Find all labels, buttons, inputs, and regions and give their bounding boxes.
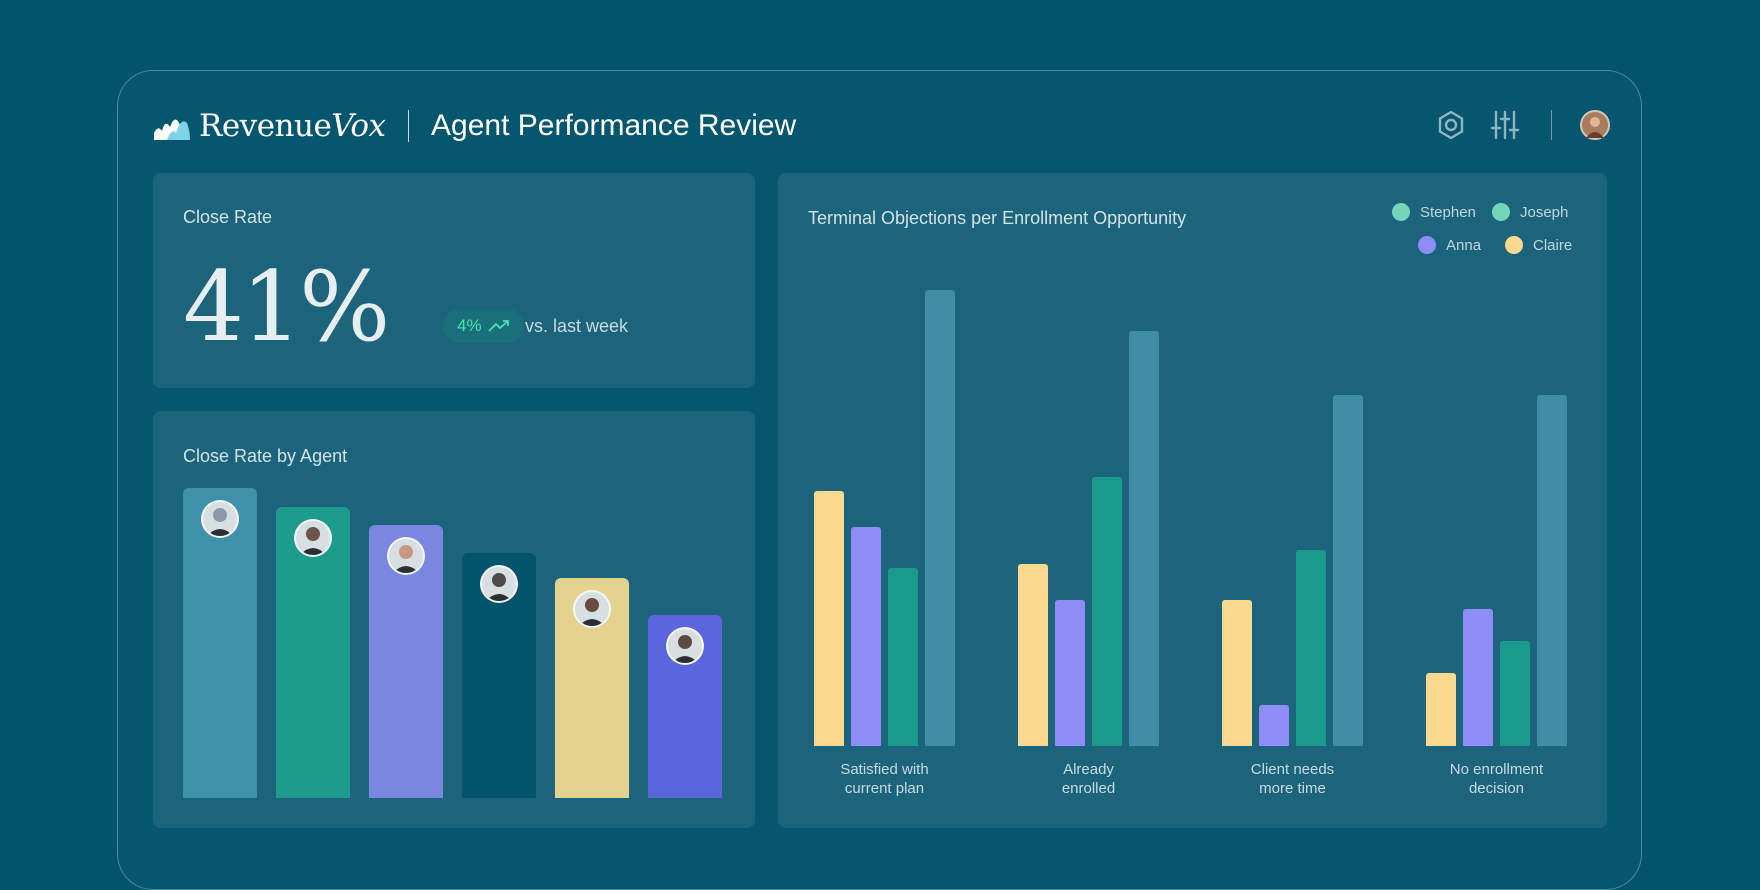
- objection-bar[interactable]: [851, 527, 881, 746]
- trend-up-icon: [487, 320, 509, 332]
- objection-bar[interactable]: [1500, 641, 1530, 746]
- sliders-icon[interactable]: [1489, 109, 1521, 141]
- agent-bar[interactable]: [462, 553, 536, 798]
- category-label: Client needs more time: [1208, 760, 1378, 798]
- category-label-line: Satisfied with: [840, 761, 929, 778]
- objection-bar[interactable]: [1537, 394, 1567, 746]
- legend-label: Anna: [1446, 236, 1482, 254]
- category-label-line: No enrollment: [1449, 761, 1544, 778]
- agent-bar[interactable]: [369, 525, 443, 798]
- legend-swatch: [1392, 203, 1410, 221]
- category-label-line: Already: [1063, 761, 1114, 778]
- category-label-line: Client needs: [1250, 761, 1335, 778]
- objection-bar[interactable]: [1018, 563, 1048, 746]
- user-avatar[interactable]: [1580, 110, 1610, 140]
- agent-avatar: [480, 565, 518, 604]
- category-label-line: enrolled: [1061, 780, 1116, 797]
- agent-avatar: [201, 500, 239, 538]
- agent-avatar: [666, 627, 704, 666]
- objection-bar[interactable]: [1333, 394, 1363, 746]
- change-badge: 4%: [443, 309, 524, 343]
- category-label: Satisfied with current plan: [800, 760, 970, 798]
- agent-avatar: [387, 537, 425, 576]
- objection-bar[interactable]: [1259, 704, 1289, 746]
- brand-name: RevenueVox: [199, 108, 386, 144]
- app-header: RevenueVox Agent Performance Review: [153, 104, 796, 148]
- legend-swatch: [1505, 236, 1523, 254]
- objections-card: Terminal Objections per Enrollment Oppor…: [778, 173, 1607, 828]
- category-label-line: current plan: [844, 780, 925, 797]
- category-label: No enrollment decision: [1412, 760, 1582, 798]
- legend-label: Stephen: [1420, 203, 1476, 221]
- header-actions-divider: [1550, 110, 1552, 140]
- agent-bar[interactable]: [183, 488, 257, 798]
- objection-bar[interactable]: [1463, 609, 1493, 746]
- legend-item: Anna: [1418, 236, 1481, 254]
- objection-bar[interactable]: [1129, 331, 1159, 746]
- agent-chart-title: Close Rate by Agent: [183, 446, 348, 466]
- agent-bar[interactable]: [555, 577, 629, 798]
- objection-bar[interactable]: [1222, 600, 1252, 746]
- objection-bar[interactable]: [814, 490, 844, 746]
- objection-bar[interactable]: [925, 290, 955, 746]
- agent-bar[interactable]: [648, 615, 722, 798]
- agent-bar[interactable]: [276, 506, 350, 798]
- legend-label: Joseph: [1520, 203, 1569, 221]
- legend-item: Claire: [1505, 236, 1572, 254]
- objection-bar[interactable]: [888, 568, 918, 746]
- category-label-line: more time: [1259, 780, 1326, 797]
- legend-item: Joseph: [1492, 203, 1568, 221]
- objections-title: Terminal Objections per Enrollment Oppor…: [808, 208, 1187, 228]
- legend-item: Stephen: [1392, 203, 1476, 221]
- agent-avatar: [573, 589, 611, 628]
- category-label-line: decision: [1468, 780, 1525, 797]
- legend-label: Claire: [1533, 236, 1573, 254]
- close-rate-value: 41%: [183, 251, 390, 363]
- change-value: 4%: [457, 316, 482, 335]
- close-rate-title: Close Rate: [183, 207, 273, 227]
- header-divider: [407, 110, 410, 142]
- close-rate-by-agent-card: Close Rate by Agent: [153, 411, 755, 828]
- close-rate-card: Close Rate 41% 4% vs. last week: [153, 173, 755, 388]
- objection-bar[interactable]: [1426, 673, 1456, 746]
- objection-bar[interactable]: [1055, 600, 1085, 746]
- agent-avatar: [294, 518, 332, 557]
- hexagon-settings-icon[interactable]: [1435, 109, 1467, 141]
- objection-bar[interactable]: [1092, 476, 1122, 746]
- page-title: Agent Performance Review: [431, 109, 797, 142]
- objection-bar[interactable]: [1296, 549, 1326, 746]
- header-actions: [1413, 106, 1610, 144]
- legend-swatch: [1492, 203, 1510, 221]
- legend-swatch: [1418, 236, 1436, 254]
- change-suffix: vs. last week: [525, 316, 629, 336]
- category-label: Already enrolled: [1004, 760, 1174, 798]
- logo-icon: [154, 119, 190, 140]
